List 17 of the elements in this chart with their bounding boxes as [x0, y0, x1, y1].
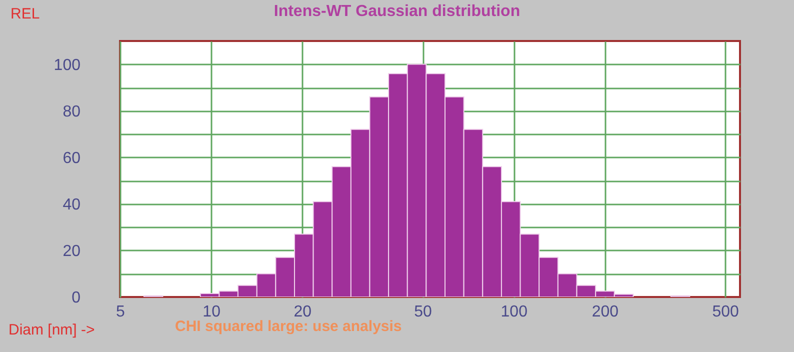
- y-tick-label: 60: [62, 150, 81, 167]
- y-tick-label: 80: [62, 103, 81, 120]
- y-tick-label: 40: [62, 196, 81, 214]
- chart-title: Intens-WT Gaussian distribution: [274, 3, 520, 20]
- x-tick-label: 100: [500, 304, 528, 320]
- x-tick-label: 50: [414, 304, 432, 320]
- y-tick-label: 0: [72, 290, 81, 306]
- x-axis-title: Diam [nm] ->: [8, 322, 96, 338]
- x-tick-label: 500: [712, 304, 740, 320]
- x-tick-label: 5: [116, 304, 126, 320]
- x-tick-label: 20: [294, 304, 312, 320]
- x-tick-label: 10: [202, 304, 221, 320]
- y-tick-label: 20: [62, 242, 81, 260]
- text: CHI squared large: use analysis: [175, 318, 402, 335]
- x-tick-label: 200: [592, 304, 619, 320]
- y-tick-label: 100: [54, 56, 81, 74]
- y-axis-title: REL: [10, 6, 40, 22]
